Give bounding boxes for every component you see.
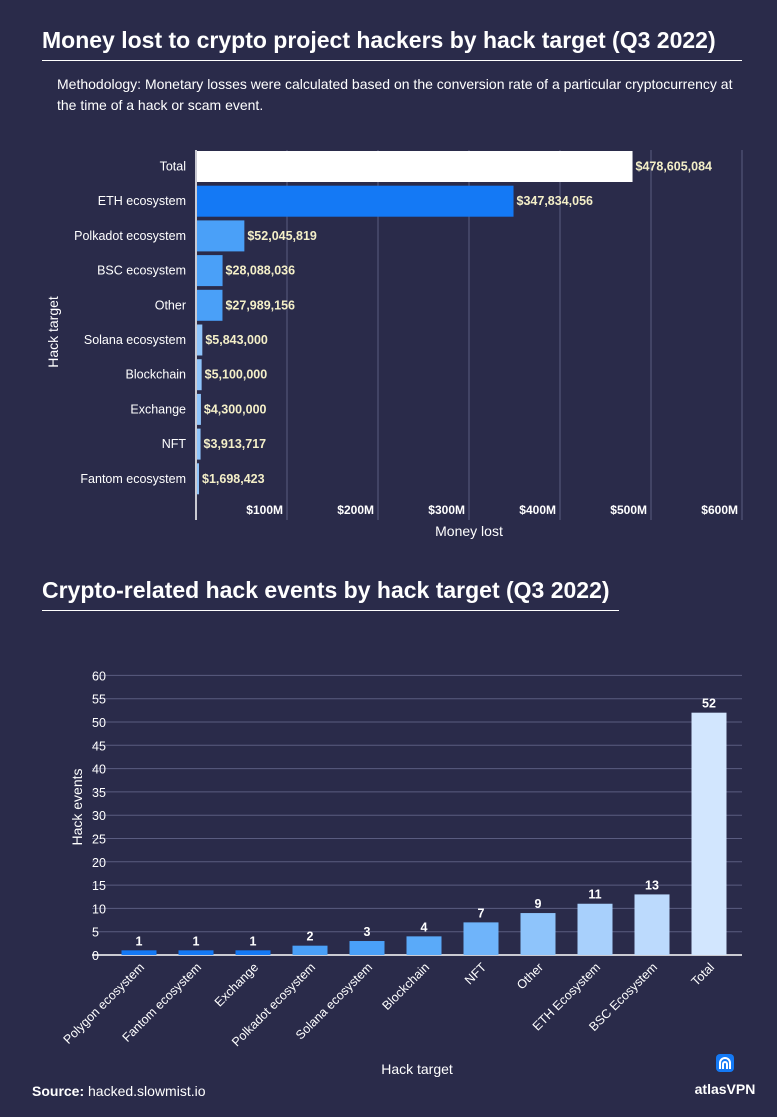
title2-underline <box>42 610 619 611</box>
data-label: $347,834,056 <box>517 194 594 208</box>
source-label: Source: <box>32 1083 85 1099</box>
x-tick-label: $600M <box>701 503 738 517</box>
data-label: $1,698,423 <box>202 472 265 486</box>
data-label: $28,088,036 <box>226 264 296 278</box>
bar <box>197 428 201 460</box>
x-tick-label: Exchange <box>212 960 261 1009</box>
bar <box>197 393 201 425</box>
bar <box>691 712 727 955</box>
atlasvpn-logo-icon <box>716 1054 734 1072</box>
data-label: $27,989,156 <box>225 298 295 312</box>
y-tick-label: Blockchain <box>126 368 186 382</box>
y-tick-label: Fantom ecosystem <box>80 472 186 486</box>
y-tick-label: 50 <box>92 716 106 730</box>
source-note: Source: hacked.slowmist.io <box>32 1083 206 1099</box>
x-tick-label: Other <box>514 960 546 992</box>
x-axis-title: Money lost <box>435 523 503 539</box>
bar <box>197 324 203 356</box>
atlasvpn-logo-text: atlasVPN <box>694 1081 756 1097</box>
data-label: $52,045,819 <box>247 229 317 243</box>
y-tick-label: 40 <box>92 763 106 777</box>
y-tick-label: 20 <box>92 856 106 870</box>
y-tick-label: 0 <box>92 949 99 963</box>
y-tick-label: 35 <box>92 786 106 800</box>
bar <box>197 151 633 182</box>
data-label: 52 <box>702 697 716 711</box>
bar <box>235 950 271 955</box>
data-label: 1 <box>136 934 143 948</box>
y-tick-label: NFT <box>162 437 187 451</box>
x-tick-label: $300M <box>428 503 465 517</box>
bar <box>197 185 514 217</box>
y-tick-label: 10 <box>92 902 106 916</box>
bar <box>178 950 214 955</box>
y-tick-label: 15 <box>92 879 106 893</box>
y-tick-label: Exchange <box>130 402 186 416</box>
data-label: 13 <box>645 878 659 892</box>
x-tick-label: Blockchain <box>379 960 432 1013</box>
x-tick-label: NFT <box>462 960 489 987</box>
y-tick-label: Total <box>160 160 186 174</box>
data-label: 4 <box>421 920 428 934</box>
chart2-title: Crypto-related hack events by hack targe… <box>42 577 610 603</box>
x-tick-label: $100M <box>246 503 283 517</box>
data-label: 3 <box>364 925 371 939</box>
data-label: 1 <box>250 934 257 948</box>
x-tick-label: $400M <box>519 503 556 517</box>
y-axis-title: Hack target <box>45 296 61 368</box>
data-label: $5,100,000 <box>205 368 268 382</box>
bar <box>349 941 385 955</box>
y-tick-label: Other <box>155 298 186 312</box>
x-axis-title: Hack target <box>381 1061 453 1077</box>
data-label: 7 <box>478 906 485 920</box>
bar <box>634 894 670 955</box>
bar <box>520 913 556 955</box>
title1-underline <box>42 60 742 61</box>
data-label: $4,300,000 <box>204 402 267 416</box>
bar <box>197 289 223 321</box>
data-label: 11 <box>588 888 601 902</box>
bar <box>197 220 245 252</box>
bar <box>197 359 202 391</box>
methodology-note: Methodology: Monetary losses were calcul… <box>57 76 733 113</box>
data-label: 2 <box>307 930 314 944</box>
bar <box>292 945 328 955</box>
chart1-title: Money lost to crypto project hackers by … <box>42 27 716 53</box>
y-axis-title: Hack events <box>69 768 85 845</box>
y-tick-label: 55 <box>92 693 106 707</box>
x-tick-label: Total <box>689 960 718 989</box>
data-label: 1 <box>193 934 200 948</box>
y-tick-label: Polkadot ecosystem <box>74 229 186 243</box>
bar <box>197 463 199 495</box>
source-value: hacked.slowmist.io <box>88 1083 206 1099</box>
data-label: 9 <box>535 897 542 911</box>
data-label: $478,605,084 <box>636 160 713 174</box>
bar <box>197 255 223 287</box>
y-tick-label: ETH ecosystem <box>98 194 186 208</box>
y-tick-label: 45 <box>92 739 106 753</box>
bar <box>577 903 613 955</box>
bar <box>121 950 157 955</box>
bar <box>463 922 499 955</box>
y-tick-label: Solana ecosystem <box>84 333 186 347</box>
bar <box>406 936 442 955</box>
y-tick-label: 30 <box>92 809 106 823</box>
x-tick-label: $500M <box>610 503 647 517</box>
y-tick-label: BSC ecosystem <box>97 264 186 278</box>
y-tick-label: 60 <box>92 669 106 683</box>
data-label: $5,843,000 <box>205 333 268 347</box>
x-tick-label: $200M <box>337 503 374 517</box>
money-lost-chart: $100M $200M $300M $400M $500M $600M Total $478,… <box>45 150 743 539</box>
y-tick-label: 25 <box>92 833 106 847</box>
data-label: $3,913,717 <box>204 437 267 451</box>
atlasvpn-logo: atlasVPN <box>690 1052 760 1097</box>
y-tick-label: 5 <box>92 926 99 940</box>
